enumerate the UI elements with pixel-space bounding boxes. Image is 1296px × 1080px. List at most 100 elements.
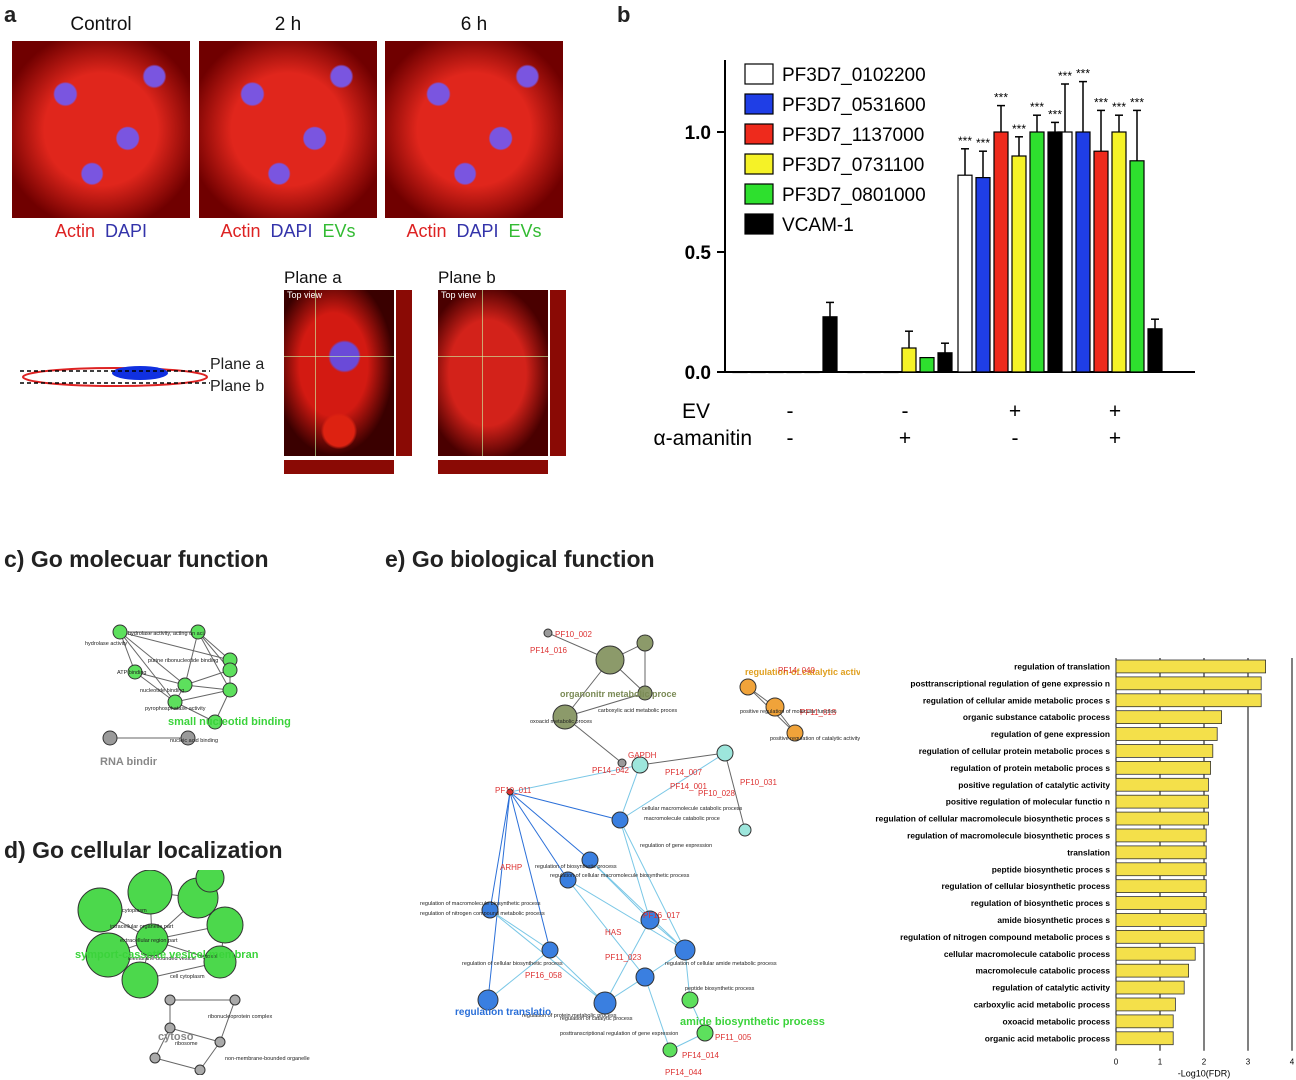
network-edge [154,1057,201,1071]
fdr-bar [1115,659,1267,674]
plane-b-image [438,290,548,456]
image-title: 2 h [274,14,302,35]
network-edge [509,791,621,821]
significance-stars: *** [1030,100,1044,114]
network-edge [119,631,176,703]
network-label: positive regulation of catalytic activit… [770,736,860,742]
category-label: regulation of catalytic activity [992,983,1110,993]
network-node [222,662,238,678]
bar [768,371,784,374]
bar [975,177,991,373]
panel-letter-a: a [4,2,17,27]
network-label: PF11_023 [605,953,642,962]
fdr-bar [1115,811,1209,826]
network-node [180,730,196,746]
bar [1093,150,1109,373]
microscopy-image [12,41,190,218]
network-node [222,682,238,698]
network-label: PF14_001 [670,782,707,791]
network-node [127,664,143,680]
plane-b-crosshair-v [482,290,483,456]
network-node [207,714,223,730]
plane-b-title: Plane b [438,268,496,287]
category-label: regulation of gene expression [991,729,1110,739]
bar [1011,155,1027,373]
significance-stars: *** [1076,67,1090,81]
network-node [739,678,757,696]
network-biological-function: PF10_002 PF14_016 organonitr metabolic pro… [420,628,860,1077]
fdr-bar [1115,929,1205,944]
network-label: cytosol [200,954,217,960]
category-label: organic substance catabolic process [963,712,1110,722]
network-edge [119,631,186,686]
network-label: PF10_028 [698,789,735,798]
network-label: regulation of cellular biosynthetic proc… [462,961,563,967]
microscopy-image [199,41,377,218]
category-label: regulation of protein metabolic proces s [950,763,1110,773]
network-node [636,634,654,652]
fdr-bar [1115,727,1218,741]
ev-sign: + [1009,400,1021,423]
heading-go-molecular: c) Go molecuar function [4,546,269,572]
plane-a-crosshair-v [315,290,316,456]
x-tick-label: 3 [1246,1058,1251,1067]
bar [804,371,820,374]
fdr-bar [1115,980,1185,995]
y-tick-label: 0.5 [685,243,712,264]
network-label: non-membrane-bounded organelle [225,1056,310,1062]
network-node [121,961,159,999]
network-node [681,991,699,1009]
network-edge [589,859,686,951]
legend-swatch [744,63,774,85]
bar [883,371,899,374]
category-label: cellular macromolecule catabolic process [944,949,1111,959]
bar [1147,328,1163,373]
network-node [112,624,128,640]
network-label: amide biosynthetic process [680,1016,825,1028]
network-label: membrane-bounded vesicle [128,956,196,962]
fdr-bar [1115,693,1262,708]
category-label: positive regulation of catalytic activit… [958,780,1110,790]
network-node [674,939,696,961]
fdr-bar [1115,946,1196,961]
network-label: symport-cassette vesicel membran [75,949,259,961]
fdr-bar [1115,1014,1174,1029]
network-node [194,1064,206,1075]
network-label: regulation of catalytic process [560,1016,633,1022]
plane-b-bottom-view [438,460,548,474]
network-label: positive regulation of molecular functio… [740,709,837,715]
network-molecular-function: hydrolase activity, acting on acihydrola… [85,624,291,768]
network-label: RNA bindir [100,756,158,768]
network-label: organonitr metabolic proce [560,689,677,699]
stain-labels: Actin DAPI EVs [199,221,377,242]
network-label: regulation of gene expression [640,843,712,849]
network-edge [174,689,231,703]
x-tick-label: 1 [1158,1058,1163,1067]
significance-stars: *** [1130,95,1144,109]
significance-stars: *** [1012,122,1026,136]
bar [865,371,881,374]
category-label: regulation of cellular macromolecule bio… [875,814,1110,824]
network-edge [564,692,646,718]
network-node [77,887,123,933]
ev-sign: - [902,400,909,423]
network-label: PF10_002 [555,630,592,639]
significance-stars: *** [958,134,972,148]
network-label: PF14_007 [665,768,702,777]
network-label: PF14_040 [778,666,815,675]
significance-stars: *** [976,136,990,150]
network-node [662,1042,678,1058]
image-title: Control [70,14,132,35]
amanitin-sign: + [1109,427,1121,450]
category-label: macromolecule catabolic process [975,966,1110,976]
network-node [581,851,599,869]
network-node [635,967,655,987]
network-label: posttranscriptional regulation of gene e… [560,1031,678,1037]
bar [822,316,838,373]
network-node [195,870,225,893]
network-label: macromolecule catabolic proce [644,816,720,822]
network-label: PF11_005 [715,1033,752,1042]
y-tick-label: 0.0 [685,363,711,384]
bar [732,371,748,374]
top-view-label-a: Top view [287,290,323,300]
